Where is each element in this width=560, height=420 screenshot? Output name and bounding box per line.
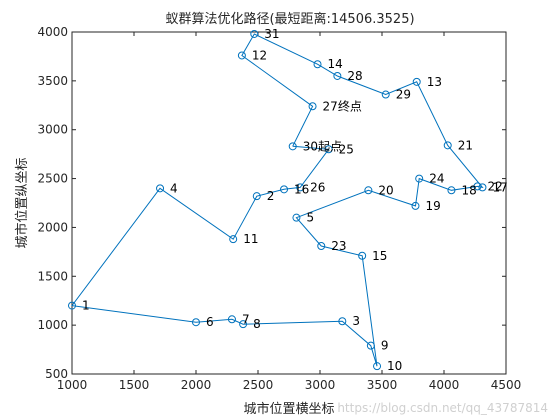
city-label: 24 bbox=[429, 172, 444, 186]
city-marker bbox=[317, 241, 326, 250]
x-axis: 1000 1500 2000 2500 3000 3500 4000 4500 bbox=[57, 32, 522, 392]
city-label: 13 bbox=[427, 75, 442, 89]
city-label: 23 bbox=[331, 239, 346, 253]
city-marker bbox=[411, 201, 420, 210]
city-marker bbox=[447, 186, 456, 195]
city-marker bbox=[412, 77, 421, 86]
city-marker bbox=[381, 90, 390, 99]
city-marker bbox=[296, 183, 305, 192]
city-marker bbox=[229, 235, 238, 244]
city-marker bbox=[333, 71, 342, 80]
city-markers bbox=[68, 29, 487, 371]
city-marker bbox=[358, 251, 367, 260]
city-label: 20 bbox=[378, 183, 393, 197]
city-label: 15 bbox=[372, 249, 387, 263]
x-tick-label: 2000 bbox=[181, 378, 212, 392]
city-marker bbox=[308, 102, 317, 111]
city-marker bbox=[239, 320, 248, 329]
city-label: 2 bbox=[267, 189, 275, 203]
city-marker bbox=[192, 318, 200, 327]
city-marker bbox=[415, 174, 424, 183]
city-label: 16 bbox=[294, 182, 309, 196]
city-label: 25 bbox=[339, 142, 354, 156]
city-marker bbox=[324, 145, 333, 154]
city-label: 28 bbox=[347, 69, 362, 83]
x-axis-title: 城市位置横坐标 bbox=[243, 401, 334, 417]
city-label: 7 bbox=[242, 312, 250, 326]
city-label: 30起点 bbox=[303, 139, 342, 153]
x-tick-label: 1000 bbox=[57, 378, 88, 392]
city-marker bbox=[313, 60, 322, 69]
y-tick-label: 1000 bbox=[37, 318, 68, 332]
city-marker bbox=[252, 192, 261, 201]
city-marker bbox=[478, 183, 487, 192]
x-tick-label: 3500 bbox=[367, 378, 398, 392]
x-tick-label: 2500 bbox=[243, 378, 274, 392]
y-tick-label: 500 bbox=[45, 367, 68, 381]
city-marker bbox=[473, 182, 482, 191]
city-label: 17 bbox=[492, 180, 507, 194]
city-label: 9 bbox=[381, 339, 389, 353]
city-marker bbox=[373, 362, 382, 371]
city-label: 14 bbox=[328, 57, 343, 71]
city-marker bbox=[227, 315, 236, 324]
city-marker bbox=[68, 301, 76, 310]
city-marker bbox=[288, 142, 297, 151]
city-label: 6 bbox=[206, 315, 214, 329]
city-label: 5 bbox=[306, 211, 314, 225]
y-axis: 500 1000 1500 2000 2500 3000 3500 4000 bbox=[37, 25, 506, 381]
city-label: 29 bbox=[396, 88, 411, 102]
city-marker bbox=[443, 141, 452, 150]
x-tick-label: 4500 bbox=[491, 378, 522, 392]
watermark-text: https://blog.csdn.net/qq_43787814 bbox=[337, 401, 548, 415]
city-marker bbox=[292, 213, 301, 222]
x-tick-label: 3000 bbox=[305, 378, 336, 392]
city-marker bbox=[364, 186, 373, 195]
city-label: 18 bbox=[461, 183, 476, 197]
city-label: 27终点 bbox=[323, 98, 362, 113]
route-line bbox=[71, 33, 484, 367]
city-label: 1 bbox=[82, 299, 90, 313]
city-label: 22 bbox=[487, 179, 502, 193]
city-label: 3 bbox=[352, 314, 360, 328]
y-tick-label: 2000 bbox=[37, 220, 68, 234]
y-tick-label: 4000 bbox=[37, 25, 68, 39]
city-label: 19 bbox=[425, 199, 440, 213]
city-marker bbox=[366, 341, 375, 350]
chart-title: 蚁群算法优化路径(最短距离:14506.3525) bbox=[165, 11, 414, 27]
y-tick-label: 2500 bbox=[37, 172, 68, 186]
city-marker bbox=[250, 29, 259, 38]
city-label: 8 bbox=[253, 317, 261, 331]
city-label: 21 bbox=[458, 138, 473, 152]
x-tick-label: 1500 bbox=[119, 378, 150, 392]
city-marker bbox=[280, 185, 289, 194]
city-label: 4 bbox=[170, 181, 178, 195]
city-label: 12 bbox=[252, 48, 267, 62]
city-label: 10 bbox=[387, 359, 402, 373]
y-tick-label: 1500 bbox=[37, 269, 68, 283]
y-tick-label: 3500 bbox=[37, 74, 68, 88]
x-tick-label: 4000 bbox=[429, 378, 460, 392]
y-axis-title: 城市位置纵坐标 bbox=[14, 157, 30, 248]
city-marker bbox=[156, 184, 165, 193]
y-tick-label: 3000 bbox=[37, 123, 68, 137]
city-marker bbox=[237, 51, 246, 60]
city-marker bbox=[338, 317, 347, 326]
city-label: 31 bbox=[264, 27, 279, 41]
city-label: 26 bbox=[310, 180, 325, 194]
city-label: 11 bbox=[243, 232, 258, 246]
